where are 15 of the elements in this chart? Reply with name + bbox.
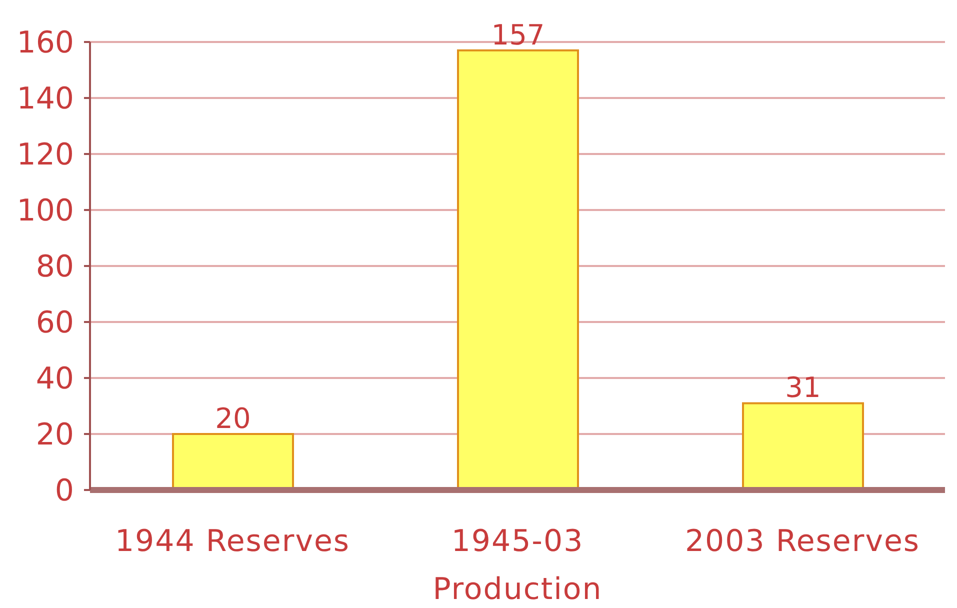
x-tick-label: 1945-03 Production [432,524,602,607]
y-tick-label: 160 [16,26,74,61]
y-tick-label: 140 [16,82,74,117]
y-tick-label: 80 [36,250,74,285]
y-tick-label: 60 [36,306,74,341]
y-tick-label: 100 [16,194,74,229]
data-label: 31 [785,371,821,404]
y-tick-label: 0 [54,474,74,509]
data-label: 157 [491,18,545,52]
y-tick-label: 40 [36,362,74,397]
y-tick-label: 120 [16,138,74,173]
data-label: 20 [215,402,251,435]
x-tick-label: 2003 Reserves [684,524,920,559]
x-tick-label: 1944 Reserves [114,524,350,559]
y-tick-label: 20 [36,418,74,453]
